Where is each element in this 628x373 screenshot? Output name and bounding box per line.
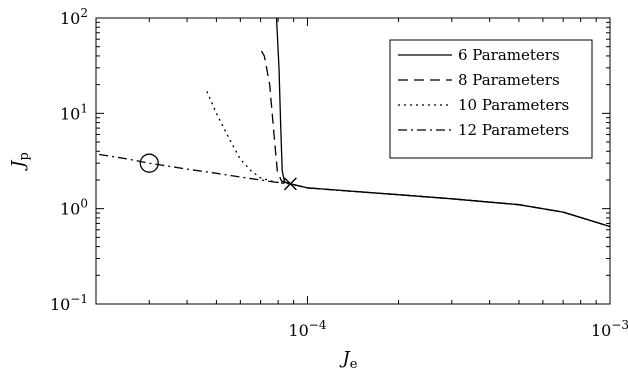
legend-label: 6 Parameters [458, 46, 560, 64]
x-tick-label: 10−3 [591, 318, 628, 340]
y-axis-label: Jp [8, 152, 32, 172]
tick-group: 10−1 100 101 102 10−4 10−3 [50, 6, 628, 340]
circle-marker [139, 153, 159, 173]
legend: 6 Parameters 8 Parameters 10 Parameters 12 … [389, 39, 593, 159]
cross-marker [283, 177, 297, 191]
x-tick-label: 10−4 [288, 318, 326, 340]
x-axis-label: Je [339, 348, 358, 372]
plot-frame [95, 17, 611, 305]
legend-label: 10 Parameters [458, 96, 569, 114]
y-tick-label: 10−1 [50, 292, 88, 314]
y-tick-label: 100 [60, 197, 88, 219]
series-line-12-parameters [99, 153, 610, 228]
series-line-8-parameters [260, 50, 610, 228]
legend-box [389, 39, 593, 159]
marker-group [139, 153, 297, 191]
cross-marker-stroke [283, 177, 297, 191]
y-tick-label: 102 [60, 6, 88, 28]
legend-label: 8 Parameters [458, 71, 560, 89]
y-tick-label: 101 [60, 101, 88, 123]
legend-label: 12 Parameters [458, 121, 569, 139]
axes-box [95, 17, 611, 305]
